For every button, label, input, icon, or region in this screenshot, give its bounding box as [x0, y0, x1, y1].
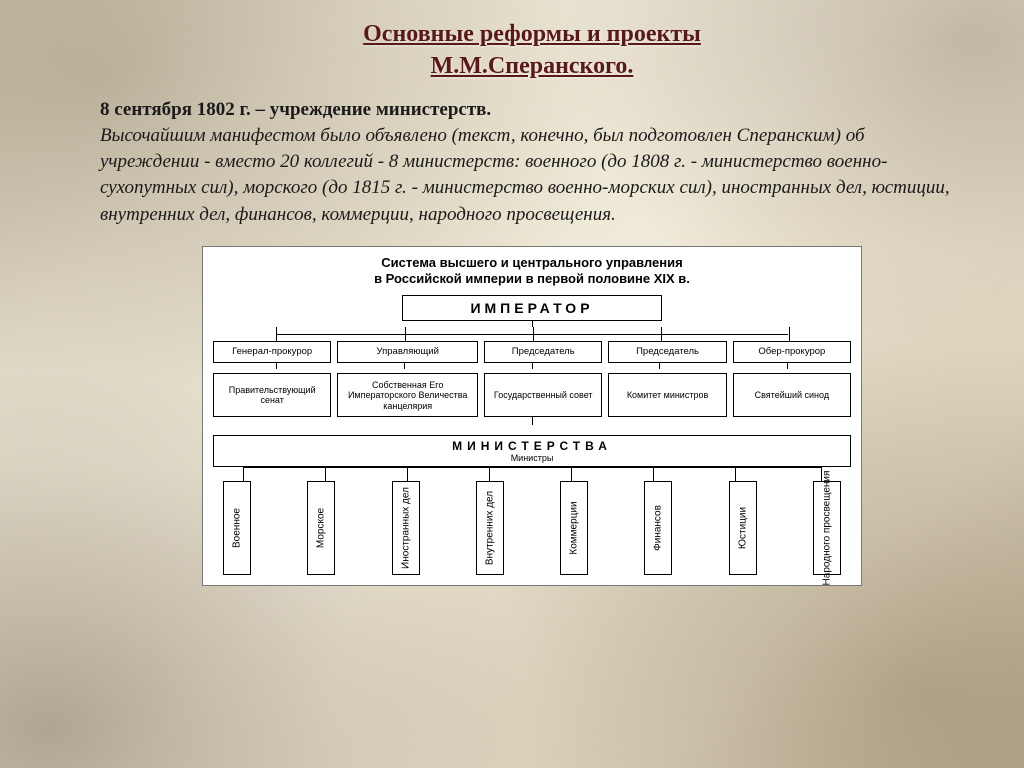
ministries-connector — [213, 467, 851, 481]
body-paragraph: 8 сентября 1802 г. – учреждение министер… — [100, 97, 964, 228]
title-line-1: Основные реформы и проекты — [363, 21, 701, 47]
title-line-2: М.М.Сперанского. — [431, 53, 634, 79]
body-cell: Комитет министров — [608, 373, 726, 417]
ministry-box: Морское — [307, 481, 335, 575]
ministry-box: Иностранных дел — [392, 481, 420, 575]
lead-line: 8 сентября 1802 г. – учреждение министер… — [100, 99, 491, 120]
emperor-box: ИМПЕРАТОР — [402, 295, 662, 321]
ministry-box: Финансов — [644, 481, 672, 575]
org-diagram: Система высшего и центрального управлени… — [202, 246, 862, 587]
ministry-box: Юстиции — [729, 481, 757, 575]
ministries-row: Военное Морское Иностранных дел Внутренн… — [213, 481, 851, 575]
head-cell: Обер-прокурор — [733, 341, 851, 363]
heads-row: Генерал-прокурор Управляющий Председател… — [213, 341, 851, 363]
diagram-title: Система высшего и центрального управлени… — [213, 255, 851, 288]
ministry-box: Военное — [223, 481, 251, 575]
bodies-row: Правительствующий сенат Собственная Его … — [213, 373, 851, 417]
body-cell: Собственная Его Императорского Величеств… — [337, 373, 478, 417]
head-cell: Управляющий — [337, 341, 478, 363]
ministry-box: Народного просвещения — [813, 481, 841, 575]
connector-row — [213, 327, 851, 341]
body-cell: Святейший синод — [733, 373, 851, 417]
head-cell: Генерал-прокурор — [213, 341, 331, 363]
body-cell: Государственный совет — [484, 373, 602, 417]
body-rest: Высочайшим манифестом было объявлено (те… — [100, 125, 950, 225]
head-cell: Председатель — [484, 341, 602, 363]
ministry-box: Коммерции — [560, 481, 588, 575]
ministries-box: МИНИСТЕРСТВА Министры — [213, 435, 851, 467]
ministry-box: Внутренних дел — [476, 481, 504, 575]
head-cell: Председатель — [608, 341, 726, 363]
body-cell: Правительствующий сенат — [213, 373, 331, 417]
slide-title: Основные реформы и проекты М.М.Сперанско… — [100, 18, 964, 83]
